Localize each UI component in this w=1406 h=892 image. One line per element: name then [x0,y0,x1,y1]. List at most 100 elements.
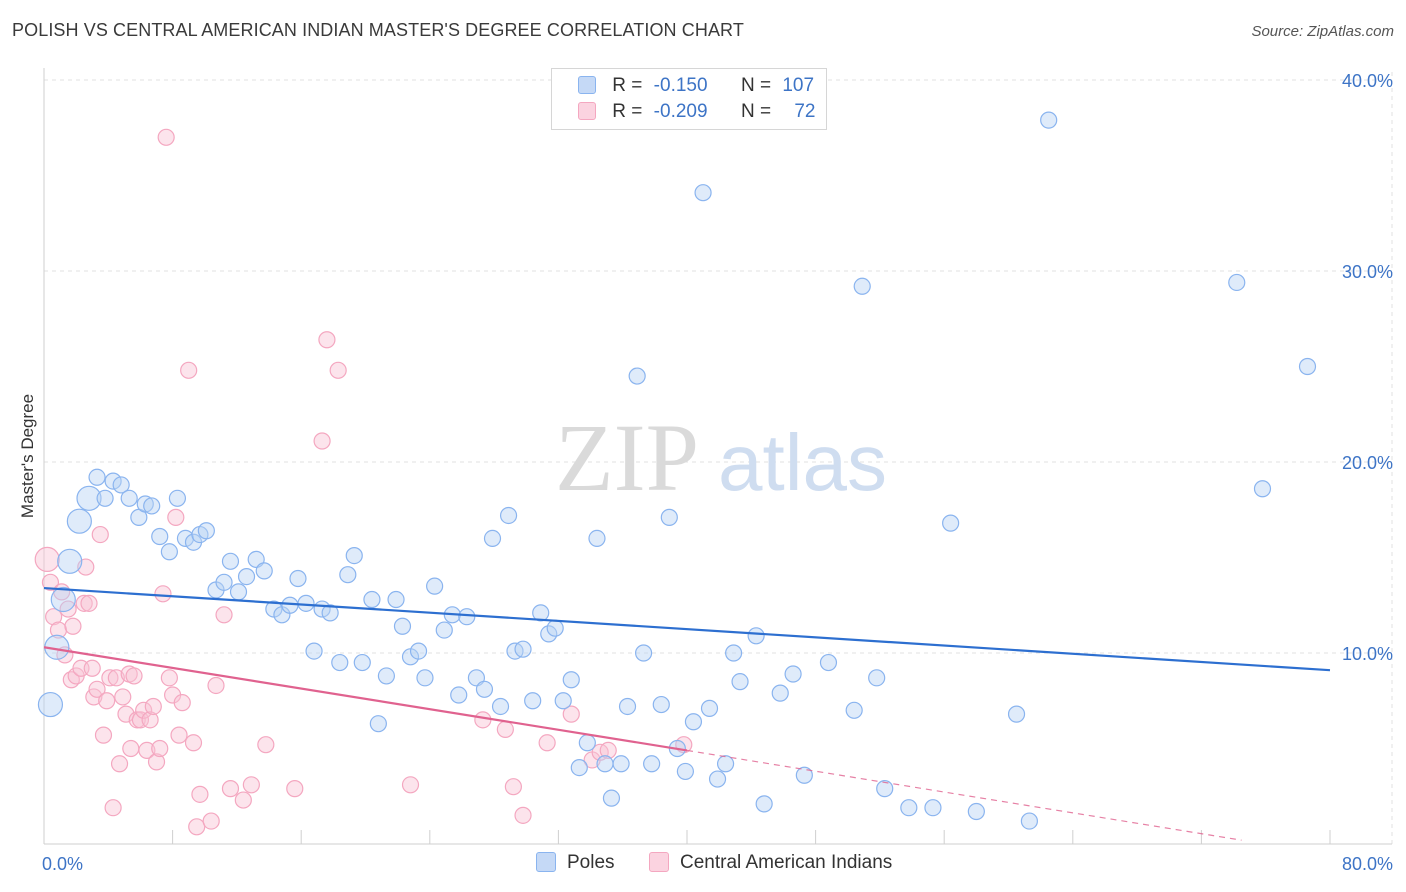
central-point [538,734,556,752]
poles-point [660,508,678,526]
x-tick-label: 80.0% [1342,854,1393,874]
poles-point [136,495,154,513]
chart-title: POLISH VS CENTRAL AMERICAN INDIAN MASTER… [12,20,744,40]
poles-point [289,569,307,588]
poles-point [596,755,614,773]
poles-point [377,667,395,685]
trend-lines [43,586,1331,841]
central-point [318,331,336,349]
poles-point [1228,273,1246,292]
poles-point [88,468,106,486]
watermark: ZIP atlas [555,404,887,511]
poles-point [281,596,299,614]
poles-point [578,734,596,752]
central-point [504,778,522,796]
poles-point [924,799,942,817]
legend-r-value-poles: -0.150 [653,75,708,96]
central-point [170,726,188,744]
central-point [34,546,60,573]
central-point [329,361,347,379]
poles-point [708,770,727,788]
poles-point [514,640,532,658]
legend-swatch-poles [578,76,596,94]
central-point [151,739,169,758]
central-point [221,780,240,798]
poles-point [716,755,735,773]
central-point [562,705,580,723]
central-point [202,812,220,830]
watermark-atlas: atlas [718,418,887,507]
poles-point [305,642,323,660]
legend-label-poles: Poles [567,852,615,873]
poles-point [345,546,363,565]
poles-point [602,789,621,807]
central-point [104,799,122,817]
central-point [180,361,198,379]
poles-point [868,669,886,687]
poles-point [339,566,357,584]
poles-point [588,529,606,548]
poles-point [215,573,233,591]
central-point [144,697,162,716]
poles-point [331,653,349,672]
central-point [188,818,206,836]
legend-swatch-central [649,852,669,872]
central-point [173,694,191,712]
central-point [45,608,63,626]
central-point [496,720,514,739]
grid-lines [44,72,1393,844]
central-point [257,736,275,754]
central-point [135,701,153,719]
central-point [242,776,260,794]
poles-point [57,548,83,574]
legend-item-poles: Poles [536,852,615,874]
poles-point [475,680,494,698]
legend-n-label: N = [740,75,772,96]
poles-point [784,665,802,683]
poles-point [562,671,580,689]
poles-point [363,590,381,609]
central-point [474,711,492,729]
poles-point [853,277,871,295]
central-point [75,594,93,612]
stats-legend: R = -0.150 N = 107 R = -0.209 N = 72 [551,68,827,130]
poles-point [1298,357,1317,376]
central-point [59,600,77,618]
poles-point [771,684,789,702]
poles-point [643,755,661,773]
poles-point [731,673,749,691]
legend-swatch-central [578,102,596,120]
watermark-zip: ZIP [555,404,699,511]
central-point [234,791,252,809]
poles-point [612,755,630,773]
central-point [110,755,129,773]
poles-point [1040,111,1058,129]
central-point [191,785,209,803]
central-point [64,617,82,635]
central-point [88,680,106,698]
poles-point [151,527,169,546]
poles-point [120,489,138,507]
central-point [41,573,60,591]
central-point [114,688,132,706]
legend-n-value-central: 72 [794,101,816,122]
central-point [184,734,203,752]
poles-point [652,695,670,714]
poles-point [393,617,412,635]
poles-point [409,642,428,660]
poles-point [1007,705,1026,723]
y-tick-label: 20.0% [1342,453,1393,473]
poles-point [76,485,102,511]
poles-point [435,621,453,639]
poles-trend-line [43,586,1331,672]
poles-point [540,625,558,643]
poles-point [1020,812,1038,830]
central-point [107,669,125,687]
central-point [599,741,617,760]
central-point [80,594,98,612]
poles-point [684,713,703,731]
central-point [207,676,225,695]
poles-point [416,669,434,687]
legend-n-label: N = [740,101,772,122]
central-point [138,741,156,760]
